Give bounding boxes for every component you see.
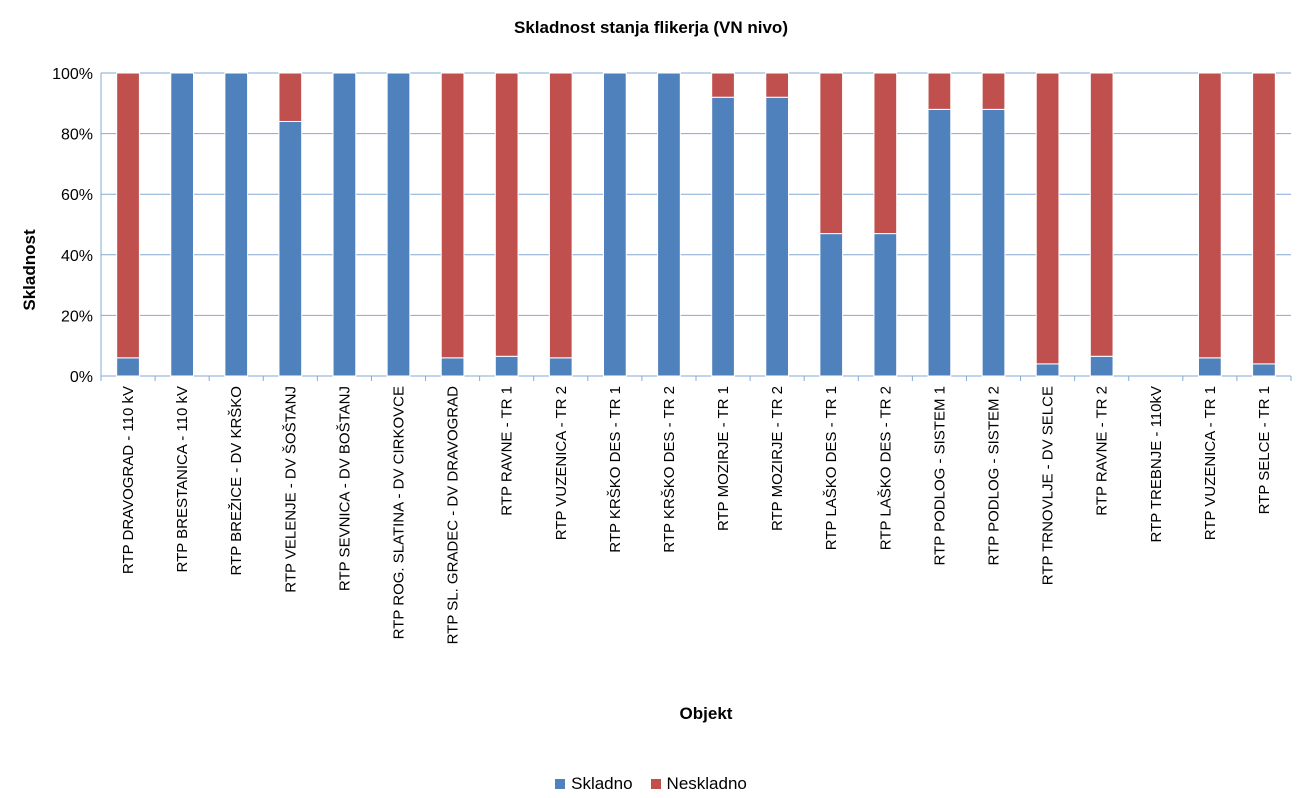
x-tick-label: RTP ROG. SLATINA - DV CIRKOVCE bbox=[391, 386, 408, 639]
bar-neskladno bbox=[711, 72, 735, 98]
bar-neskladno bbox=[873, 72, 898, 235]
bar-skladno bbox=[548, 357, 573, 377]
bar-neskladno bbox=[548, 72, 573, 359]
bar-skladno bbox=[1198, 357, 1222, 377]
x-tick-label: RTP KRŠKO DES - TR 2 bbox=[661, 386, 678, 553]
x-tick-label: RTP LAŠKO DES - TR 2 bbox=[877, 386, 894, 550]
x-tick-label: RTP BREŽICE - DV KRŠKO bbox=[228, 386, 245, 576]
x-tick-label: RTP TREBNJE - 110kV bbox=[1148, 386, 1165, 542]
x-axis-title: Objekt bbox=[679, 704, 733, 723]
x-tick-label: RTP BRESTANICA - 110 kV bbox=[174, 386, 191, 572]
y-tick-label: 80% bbox=[61, 127, 93, 144]
bar-skladno bbox=[278, 120, 303, 377]
bar-neskladno bbox=[1198, 72, 1222, 359]
x-tick-label: RTP RAVNE - TR 1 bbox=[499, 386, 516, 516]
x-tick-label: RTP RAVNE - TR 2 bbox=[1094, 386, 1111, 516]
bar-neskladno bbox=[1252, 72, 1276, 365]
bar-skladno bbox=[981, 108, 1006, 377]
bar-skladno bbox=[711, 96, 735, 377]
bar-neskladno bbox=[981, 72, 1006, 110]
bar-skladno bbox=[1035, 363, 1060, 377]
legend-swatch-skladno bbox=[555, 779, 566, 789]
bar-neskladno bbox=[440, 72, 465, 359]
y-tick-label: 60% bbox=[61, 187, 93, 204]
bar-skladno bbox=[1252, 363, 1276, 377]
x-tick-label: RTP LAŠKO DES - TR 1 bbox=[823, 386, 840, 550]
bar-neskladno bbox=[1089, 72, 1114, 357]
x-tick-label: RTP DRAVOGRAD - 110 kV bbox=[120, 386, 137, 574]
bar-neskladno bbox=[765, 72, 789, 98]
x-tick-label: RTP VELENJE - DV ŠOŠTANJ bbox=[282, 386, 299, 593]
x-tick-label: RTP MOZIRJE - TR 1 bbox=[715, 386, 732, 531]
x-tick-label: RTP VUZENICA - TR 2 bbox=[553, 386, 570, 540]
x-tick-label: RTP SL. GRADEC - DV DRAVOGRAD bbox=[445, 386, 462, 645]
bar-neskladno bbox=[1035, 72, 1060, 365]
chart-title: Skladnost stanja flikerja (VN nivo) bbox=[514, 18, 788, 37]
x-tick-label: RTP PODLOG - SISTEM 2 bbox=[986, 386, 1003, 566]
bar-skladno bbox=[819, 233, 844, 377]
x-tick-label: RTP SELCE - TR 1 bbox=[1256, 386, 1273, 514]
bar-skladno bbox=[657, 72, 681, 377]
bar-neskladno bbox=[927, 72, 952, 110]
y-tick-label: 20% bbox=[61, 308, 93, 325]
y-tick-label: 100% bbox=[52, 66, 93, 83]
legend-label-neskladno: Neskladno bbox=[666, 774, 747, 793]
bar-skladno bbox=[1089, 355, 1114, 377]
bar-skladno bbox=[603, 72, 627, 377]
x-tick-label: RTP VUZENICA - TR 1 bbox=[1202, 386, 1219, 540]
x-tick-label: RTP PODLOG - SISTEM 1 bbox=[931, 386, 948, 566]
bar-skladno bbox=[440, 357, 465, 377]
bar-neskladno bbox=[278, 72, 303, 122]
bar-skladno bbox=[873, 233, 898, 377]
legend-item-neskladno: Neskladno bbox=[650, 774, 747, 794]
bar-skladno bbox=[224, 72, 249, 377]
legend-item-skladno: Skladno bbox=[555, 774, 633, 794]
bar-skladno bbox=[927, 108, 952, 377]
y-tick-label: 40% bbox=[61, 248, 93, 265]
bar-skladno bbox=[494, 355, 519, 377]
legend-label-skladno: Skladno bbox=[571, 774, 633, 793]
bar-skladno bbox=[116, 357, 140, 377]
x-tick-label: RTP SEVNICA - DV BOŠTANJ bbox=[336, 386, 353, 591]
bar-neskladno bbox=[494, 72, 519, 357]
bar-skladno bbox=[332, 72, 357, 377]
bar-skladno bbox=[765, 96, 789, 377]
bar-skladno bbox=[386, 72, 411, 377]
x-tick-label: RTP KRŠKO DES - TR 1 bbox=[607, 386, 624, 553]
bar-neskladno bbox=[819, 72, 844, 235]
legend: Skladno Neskladno bbox=[0, 774, 1302, 794]
legend-swatch-neskladno bbox=[650, 779, 661, 789]
bar-neskladno bbox=[116, 72, 140, 359]
x-tick-label: RTP MOZIRJE - TR 2 bbox=[769, 386, 786, 531]
y-tick-label: 0% bbox=[70, 369, 93, 386]
x-tick-label: RTP TRNOVLJE - DV SELCE bbox=[1040, 386, 1057, 585]
bar-skladno bbox=[170, 72, 194, 377]
